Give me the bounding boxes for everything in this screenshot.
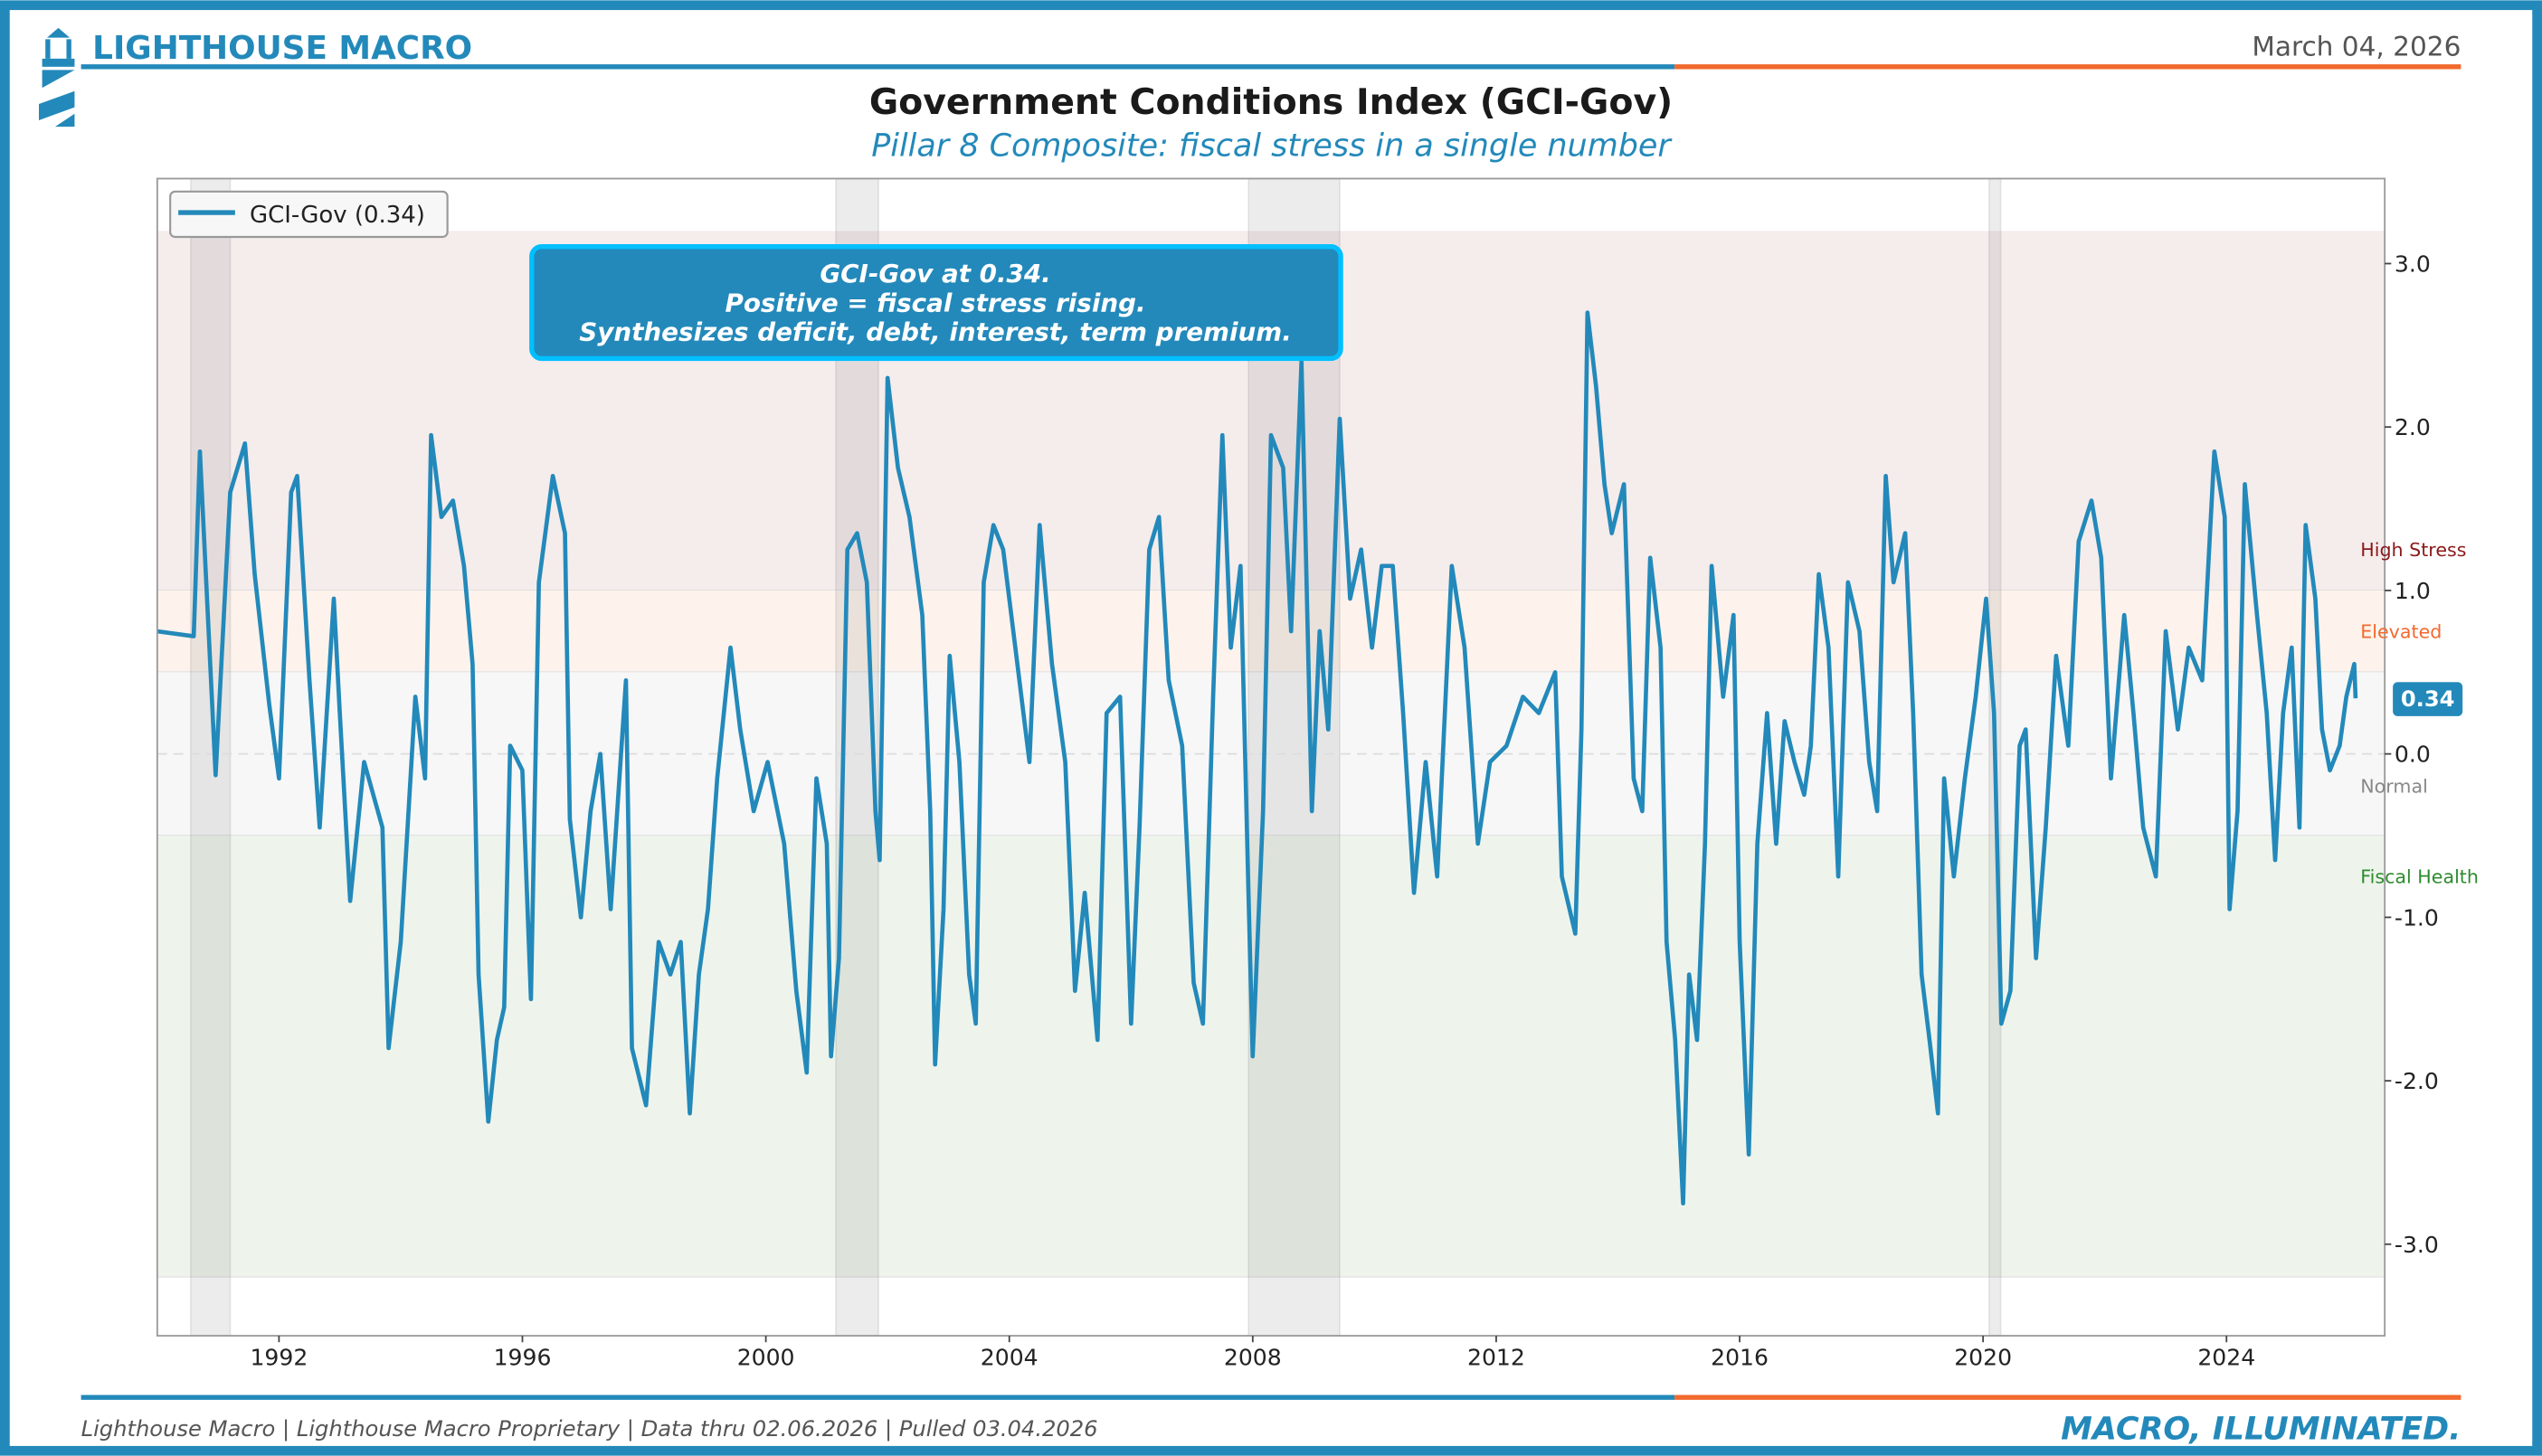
annotation-line-2: Positive = fiscal stress rising. [726,288,1146,317]
annotation-line-3: Synthesizes deficit, debt, interest, ter… [579,317,1291,347]
y-tick-label: -2.0 [2395,1068,2439,1094]
zone-label-normal: Normal [2360,776,2428,798]
annotation-box: GCI-Gov at 0.34. Positive = fiscal stres… [529,244,1343,362]
gci-gov-line [157,310,2358,1205]
recession-shade [189,177,232,1337]
x-tick-label: 2004 [981,1344,1039,1370]
y-tick-label: -1.0 [2395,904,2439,931]
zone-label-high-stress: High Stress [2360,539,2466,561]
plot-border [156,177,2386,1337]
y-tick-label: 3.0 [2395,251,2431,277]
y-tick-label: 2.0 [2395,414,2431,440]
x-tick-label: 2000 [737,1344,795,1370]
report-date: March 04, 2026 [2252,31,2461,61]
x-tick-label: 2012 [1467,1344,1525,1370]
current-value-label: 0.34 [2401,686,2455,712]
x-tick-label: 1992 [250,1344,308,1370]
brand-name: LIGHTHOUSE MACRO [92,30,472,67]
x-tick-label: 2020 [1954,1344,2012,1370]
legend: GCI-Gov (0.34) [169,190,449,239]
legend-box [169,190,449,239]
legend-label: GCI-Gov (0.34) [250,202,425,229]
x-tick-label: 2016 [1711,1344,1769,1370]
lighthouse-logo-icon [39,27,75,128]
y-tick-label: 0.0 [2395,742,2431,768]
plot-area: 1992 1996 2000 2004 2008 2012 2016 2020 2024 3.0… [156,177,2479,1370]
zone-label-fiscal-health: Fiscal Health [2360,865,2479,887]
y-tick-label: -3.0 [2395,1232,2439,1258]
zone-elevated [157,590,2385,673]
x-tick-label: 2024 [2197,1344,2255,1370]
current-value-badge: 0.34 [2393,682,2463,716]
footer-source: Lighthouse Macro | Lighthouse Macro Prop… [81,1416,1098,1442]
annotation-line-1: GCI-Gov at 0.34. [820,259,1050,288]
x-tick-label: 1996 [494,1344,552,1370]
zone-label-elevated: Elevated [2360,620,2442,642]
footer-tagline: MACRO, ILLUMINATED. [2061,1412,2461,1448]
chart-title: Government Conditions Index (GCI-Gov) [869,81,1673,123]
y-tick-label: 1.0 [2395,578,2431,604]
x-tick-label: 2008 [1224,1344,1282,1370]
chart-subtitle: Pillar 8 Composite: fiscal stress in a s… [871,128,1673,164]
